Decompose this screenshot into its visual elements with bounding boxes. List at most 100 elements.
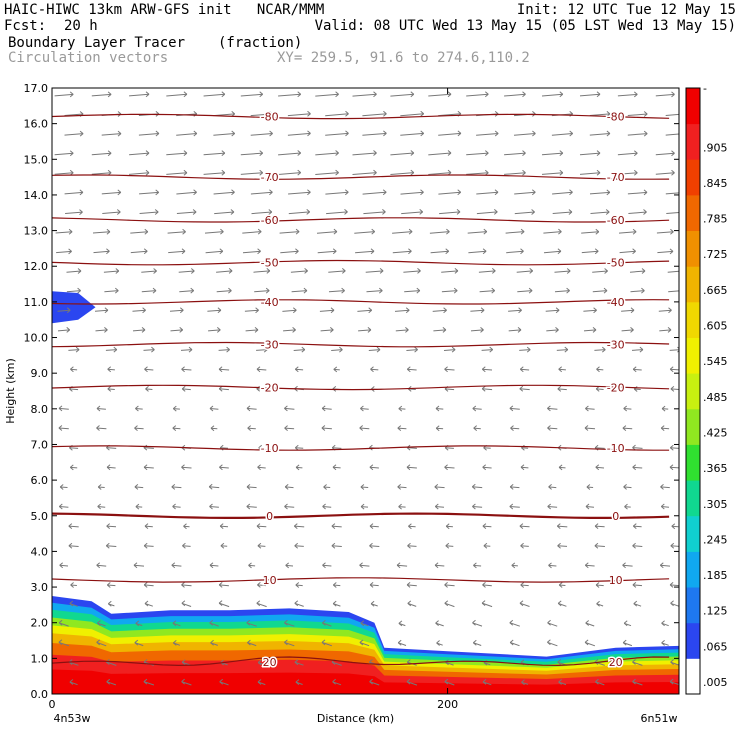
vector-arrow-373 <box>667 270 679 273</box>
colorbar-swatch-15 <box>686 123 700 160</box>
vector-arrow-16 <box>669 678 679 686</box>
vector-arrow-356 <box>668 287 679 294</box>
vector-arrow-390 <box>657 248 674 255</box>
vector-arrow-23 <box>294 659 304 666</box>
circulation-vectors <box>54 91 679 686</box>
vector-arrow-310 <box>208 327 221 333</box>
vector-arrow-135 <box>670 542 679 549</box>
vector-arrow-302 <box>556 346 569 353</box>
vector-arrow-268 <box>557 386 567 392</box>
vector-arrow-369 <box>516 268 534 274</box>
vector-arrow-371 <box>592 268 608 274</box>
vector-arrow-125 <box>294 542 304 549</box>
vector-arrow-156 <box>172 503 181 510</box>
temperature-contours: -80 -80 -70 -70 -60 -60 -50 -50 -40 -40 -30 -30 -20 -… <box>52 109 670 670</box>
vector-arrow-130 <box>483 542 491 549</box>
contour-label-4-1: -40 <box>607 296 625 309</box>
vector-arrow-445 <box>166 169 188 176</box>
vector-arrow-487 <box>476 130 499 137</box>
vector-arrow-64 <box>547 619 558 627</box>
vector-arrow-394 <box>167 228 186 235</box>
vector-arrow-513 <box>166 91 188 98</box>
colorbar-label-10: .605 <box>703 320 728 333</box>
vector-arrow-320 <box>583 327 597 333</box>
colorbar-label-4: .245 <box>703 533 728 546</box>
contour-label-9-1: 10 <box>609 574 623 587</box>
vector-arrow-43 <box>397 639 407 646</box>
vector-label: Circulation vectors <box>8 50 169 66</box>
vector-arrow-230 <box>397 425 407 431</box>
vector-arrow-117 <box>622 562 633 569</box>
colorbar-swatch-2 <box>686 587 700 624</box>
vector-arrow-378 <box>205 248 224 255</box>
vector-arrow-439 <box>589 189 611 196</box>
vector-arrow-234 <box>547 425 558 431</box>
colorbar-swatch-13 <box>686 194 700 231</box>
vector-arrow-113 <box>473 562 482 569</box>
vector-arrow-120 <box>105 542 117 549</box>
vector-arrow-463 <box>203 150 226 156</box>
vector-arrow-363 <box>290 268 308 274</box>
vector-arrow-326 <box>169 307 184 314</box>
vector-arrow-339 <box>658 307 672 314</box>
contour-label-6-1: -20 <box>607 381 625 394</box>
vector-arrow-471 <box>504 150 526 156</box>
vector-arrow-140 <box>219 523 229 529</box>
vector-arrow-492 <box>665 133 679 136</box>
vector-arrow-433 <box>362 189 387 196</box>
vector-arrow-170 <box>59 484 68 490</box>
y-tick-label-14: 14.0 <box>24 189 49 202</box>
vector-arrow-10 <box>444 678 455 686</box>
vector-arrow-1 <box>106 678 117 686</box>
vector-arrow-225 <box>210 425 218 432</box>
vector-arrow-104 <box>133 562 145 569</box>
vector-arrow-477 <box>101 130 122 137</box>
vector-arrow-187 <box>69 464 78 471</box>
vector-arrow-164 <box>472 503 483 510</box>
vector-arrow-96 <box>482 582 492 588</box>
vector-arrow-172 <box>134 484 144 490</box>
vector-arrow-192 <box>257 464 266 471</box>
vector-arrow-334 <box>470 307 485 314</box>
vector-arrow-525 <box>617 91 638 98</box>
y-axis: 0.0 1.0 2.0 3.0 4.0 5.0 6.0 7.0 8.0 9.0 10.0 11.0 12… <box>4 82 679 701</box>
vector-arrow-485 <box>400 130 425 137</box>
vector-arrow-521 <box>466 91 489 98</box>
colorbar-swatch-7 <box>686 408 700 445</box>
vector-arrow-332 <box>394 307 410 314</box>
vector-arrow-239 <box>96 405 106 412</box>
vector-arrow-432 <box>325 189 349 196</box>
vector-arrow-435 <box>438 189 462 196</box>
vector-arrow-256 <box>107 386 115 392</box>
vector-arrow-298 <box>406 346 418 353</box>
vector-arrow-321 <box>621 327 634 333</box>
contour-label-2-0: -60 <box>261 214 279 227</box>
vector-arrow-223 <box>134 425 144 431</box>
vector-arrow-454 <box>504 169 526 176</box>
vector-arrow-114 <box>511 562 518 569</box>
colorbar-label-0: .005 <box>703 676 728 689</box>
colorbar-label-8: .485 <box>703 391 728 404</box>
vector-arrow-245 <box>321 405 332 412</box>
vector-arrow-147 <box>482 523 492 529</box>
vector-arrow-275 <box>181 366 192 373</box>
vector-arrow-107 <box>248 562 256 569</box>
vector-arrow-323 <box>57 307 71 314</box>
vector-arrow-176 <box>284 484 294 490</box>
vector-arrow-34 <box>58 639 70 647</box>
vector-arrow-162 <box>398 503 406 510</box>
vector-arrow-246 <box>360 405 369 412</box>
vector-arrow-355 <box>630 287 645 294</box>
vector-arrow-283 <box>481 366 493 373</box>
vector-arrow-197 <box>444 464 455 471</box>
vector-arrow-304 <box>631 346 644 353</box>
vector-arrow-228 <box>321 425 332 431</box>
vector-arrow-421 <box>552 209 573 215</box>
vector-arrow-491 <box>627 130 648 137</box>
colorbar-label-1: .065 <box>703 640 728 653</box>
vector-arrow-362 <box>253 268 271 274</box>
vector-arrow-0 <box>69 679 78 686</box>
vector-arrow-229 <box>359 425 370 431</box>
vector-arrow-22 <box>257 659 266 666</box>
vector-arrow-401 <box>429 228 450 235</box>
